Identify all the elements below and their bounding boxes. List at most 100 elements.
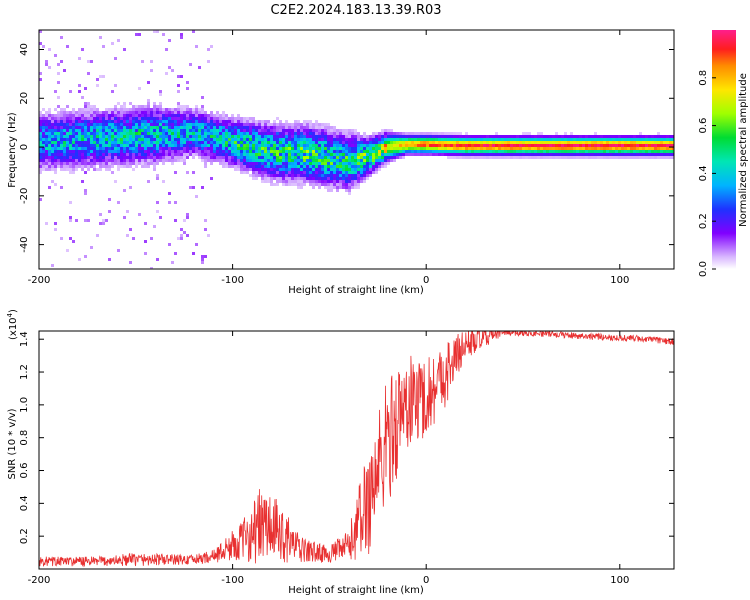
spectrogram-cell <box>288 132 291 135</box>
spectrogram-cell <box>222 144 225 147</box>
spectrogram-cell <box>207 144 210 147</box>
spectrogram-cell <box>582 147 585 150</box>
spectrogram-cell <box>150 120 153 123</box>
spectrogram-cell <box>189 153 192 156</box>
spectrogram-cell <box>276 156 279 159</box>
spectrogram-cell <box>444 153 447 156</box>
spectrogram-cell <box>54 222 57 225</box>
spectrogram-cell <box>252 177 255 180</box>
spectrogram-cell <box>126 147 129 150</box>
spectrogram-cell <box>630 135 633 138</box>
spectrogram-cell <box>165 126 168 129</box>
spectrogram-cell <box>144 120 147 123</box>
spectrogram-cell <box>93 123 96 126</box>
spectrogram-cell <box>633 156 636 159</box>
spectrogram-cell <box>573 147 576 150</box>
spectrogram-cell <box>102 147 105 150</box>
spectrogram-cell <box>75 153 78 156</box>
spectrogram-cell <box>192 30 195 33</box>
spectrogram-cell <box>612 147 615 150</box>
spectrogram-cell <box>336 144 339 147</box>
spectrogram-cell <box>612 144 615 147</box>
spectrogram-cell <box>66 144 69 147</box>
spectrogram-cell <box>210 45 213 48</box>
spectrogram-cell <box>237 123 240 126</box>
spectrogram-cell <box>408 132 411 135</box>
spectrogram-cell <box>78 126 81 129</box>
spectrogram-cell <box>201 153 204 156</box>
spectrogram-cell <box>390 132 393 135</box>
spectrogram-cell <box>51 138 54 141</box>
spectrogram-cell <box>96 144 99 147</box>
spectrogram-cell <box>624 153 627 156</box>
spectrogram-cell <box>531 144 534 147</box>
spectrogram-cell <box>666 153 669 156</box>
spectrogram-cell <box>336 162 339 165</box>
spectrogram-cell <box>198 120 201 123</box>
spectrogram-cell <box>252 129 255 132</box>
spectrogram-cell <box>264 168 267 171</box>
spectrogram-cell <box>165 147 168 150</box>
spectrogram-cell <box>324 132 327 135</box>
spectrogram-cell <box>132 117 135 120</box>
spectrogram-cell <box>318 147 321 150</box>
spectrogram-cell <box>384 144 387 147</box>
spectrogram-cell <box>336 165 339 168</box>
spectrogram-cell <box>453 141 456 144</box>
spectrogram-cell <box>162 162 165 165</box>
spectrogram-cell <box>252 162 255 165</box>
spectrogram-cell <box>99 162 102 165</box>
spectrogram-cell <box>615 156 618 159</box>
spectrogram-cell <box>105 114 108 117</box>
spectrogram-cell <box>672 144 674 147</box>
spectrogram-cell <box>255 120 258 123</box>
spectrogram-cell <box>534 144 537 147</box>
spectrogram-cell <box>267 135 270 138</box>
spectrogram-cell <box>72 120 75 123</box>
spectrogram-cell <box>222 147 225 150</box>
spectrogram-cell <box>168 126 171 129</box>
spectrogram-cell <box>561 156 564 159</box>
spectrogram-cell <box>54 54 57 57</box>
spectrogram-cell <box>39 156 42 159</box>
spectrogram-cell <box>285 174 288 177</box>
spectrogram-cell <box>195 120 198 123</box>
spectrogram-cell <box>645 147 648 150</box>
spectrogram-cell <box>636 147 639 150</box>
spectrogram-cell <box>288 183 291 186</box>
spectrogram-cell <box>300 126 303 129</box>
spectrogram-cell <box>555 150 558 153</box>
spectrogram-cell <box>369 150 372 153</box>
spectrogram-cell <box>165 132 168 135</box>
spectrogram-cell <box>312 180 315 183</box>
spectrogram-cell <box>201 156 204 159</box>
spectrogram-cell <box>582 153 585 156</box>
spectrogram-cell <box>165 129 168 132</box>
spectrogram-cell <box>378 150 381 153</box>
spectrogram-cell <box>159 159 162 162</box>
spectrogram-cell <box>489 147 492 150</box>
spectrogram-cell <box>87 219 90 222</box>
spectrogram-cell <box>252 153 255 156</box>
spectrogram-cell <box>111 114 114 117</box>
spectrogram-cell <box>441 150 444 153</box>
spectrogram-cell <box>114 162 117 165</box>
spectrogram-cell <box>576 141 579 144</box>
spectrogram-cell <box>105 108 108 111</box>
spectrogram-cell <box>354 141 357 144</box>
spectrogram-cell <box>447 156 450 159</box>
spectrogram-cell <box>54 114 57 117</box>
spectrogram-cell <box>129 150 132 153</box>
spectrogram-cell <box>342 129 345 132</box>
spectrogram-cell <box>192 126 195 129</box>
spectrogram-cell <box>93 150 96 153</box>
spectrogram-cell <box>171 261 174 264</box>
spectrogram-cell <box>312 168 315 171</box>
spectrogram-cell <box>162 108 165 111</box>
spectrogram-cell <box>288 162 291 165</box>
spectrogram-cell <box>297 168 300 171</box>
spectrogram-cell <box>384 147 387 150</box>
spectrogram-cell <box>282 138 285 141</box>
spectrogram-cell <box>147 147 150 150</box>
spectrogram-cell <box>39 150 42 153</box>
